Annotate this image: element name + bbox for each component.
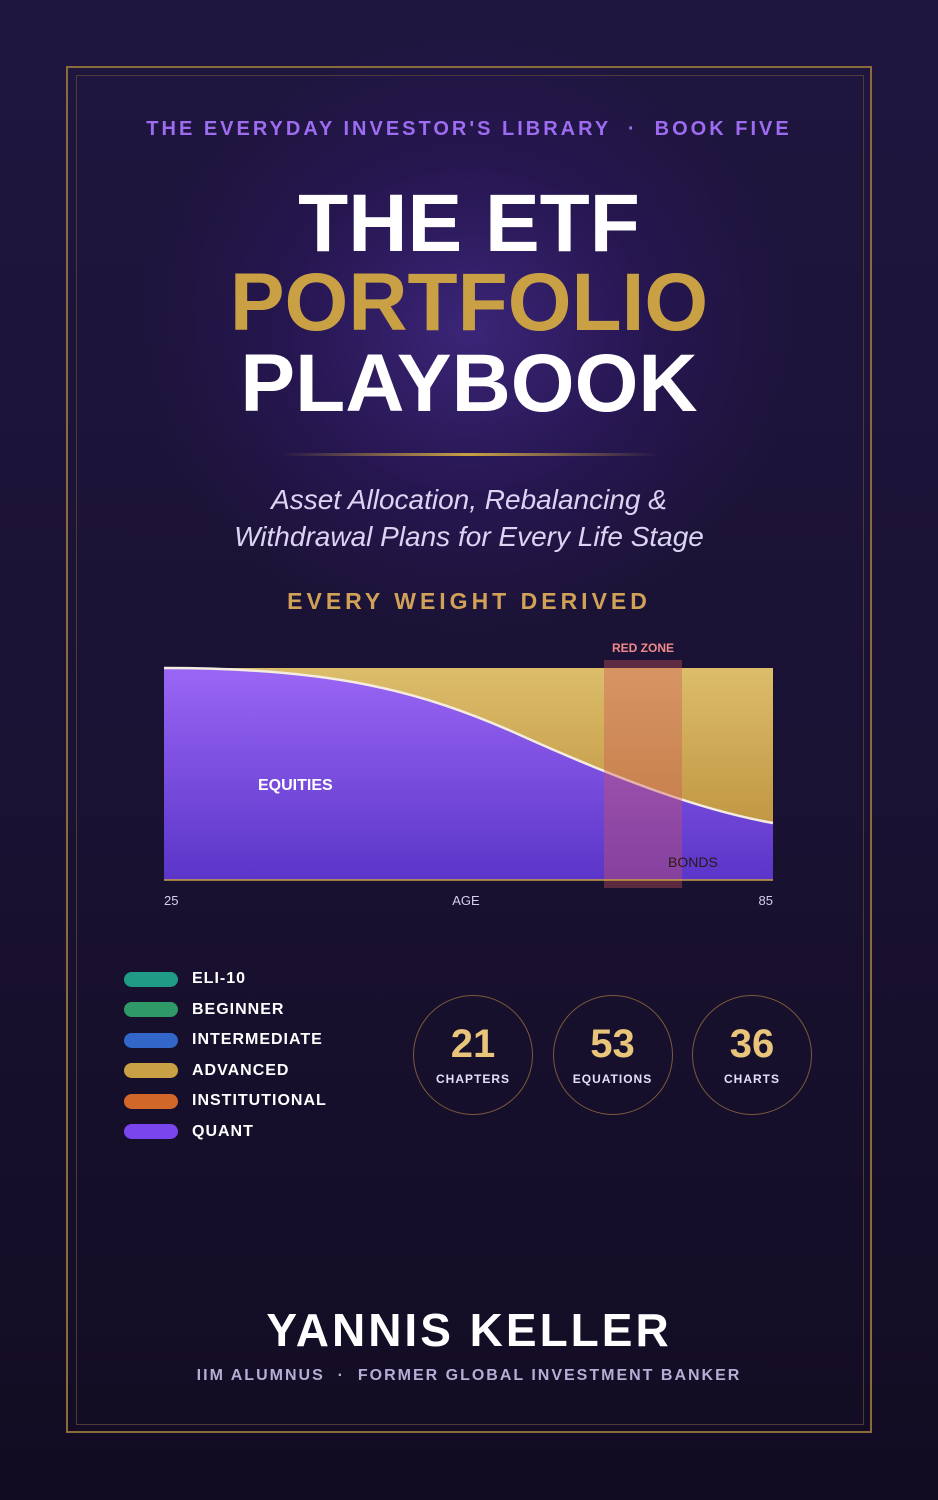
level-item: INSTITUTIONAL xyxy=(124,1086,327,1116)
level-swatch xyxy=(124,1002,178,1017)
level-label: BEGINNER xyxy=(192,1000,285,1018)
level-item: QUANT xyxy=(124,1117,254,1147)
level-item: BEGINNER xyxy=(124,995,284,1025)
level-label: INTERMEDIATE xyxy=(192,1031,323,1048)
stat-label: CHARTS xyxy=(724,1072,780,1086)
author-name: YANNIS KELLER xyxy=(266,1304,672,1356)
axis-label: 85 xyxy=(759,893,773,908)
tagline: EVERY WEIGHT DERIVED xyxy=(287,588,651,614)
level-item: ELI-10 xyxy=(124,964,246,994)
axis-label: AGE xyxy=(452,893,480,908)
level-swatch xyxy=(124,1032,178,1048)
glide-path-illustration: RED ZONE EQUITIES BONDS 25 AGE 85 xyxy=(163,641,774,908)
divider xyxy=(280,453,658,456)
inner-frame xyxy=(76,75,864,1425)
subtitle-line: Withdrawal Plans for Every Life Stage xyxy=(234,521,704,552)
stat-label: CHAPTERS xyxy=(435,1072,510,1086)
series-line: THE EVERYDAY INVESTOR'S LIBRARY · BOOK F… xyxy=(146,118,792,140)
level-label: ADVANCED xyxy=(192,1061,290,1079)
stat-value: 36 xyxy=(729,1022,775,1066)
stat-badge: 53 EQUATIONS xyxy=(552,995,673,1115)
area-label: BONDS xyxy=(668,854,718,870)
author-credentials: IIM ALUMNUS · FORMER GLOBAL INVESTMENT B… xyxy=(196,1367,742,1384)
level-item: INTERMEDIATE xyxy=(124,1025,323,1055)
stat-badge: 21 CHAPTERS xyxy=(413,995,533,1115)
title-line: PORTFOLIO xyxy=(229,257,709,348)
area-label: EQUITIES xyxy=(258,777,333,794)
outer-frame xyxy=(66,66,872,1433)
level-swatch xyxy=(124,1093,178,1109)
axis-label: 25 xyxy=(164,893,178,908)
subtitle-line: Asset Allocation, Rebalancing & xyxy=(271,484,667,515)
red-zone xyxy=(604,660,682,888)
level-swatch xyxy=(124,1124,178,1139)
equities-area xyxy=(164,668,773,880)
level-label: ELI-10 xyxy=(192,970,247,987)
level-label: INSTITUTIONAL xyxy=(192,1092,327,1109)
stat-value: 21 xyxy=(450,1022,496,1066)
level-swatch xyxy=(124,971,178,987)
title-line: THE ETF xyxy=(298,178,640,269)
zone-label: RED ZONE xyxy=(612,641,674,655)
stat-label: EQUATIONS xyxy=(572,1072,653,1086)
title-line: PLAYBOOK xyxy=(240,338,698,429)
stat-value: 53 xyxy=(590,1022,635,1066)
level-item: ADVANCED xyxy=(124,1056,289,1086)
level-label: QUANT xyxy=(192,1122,254,1140)
stat-badge: 36 CHARTS xyxy=(692,995,812,1115)
level-swatch xyxy=(124,1063,178,1078)
glide-line xyxy=(163,666,774,825)
